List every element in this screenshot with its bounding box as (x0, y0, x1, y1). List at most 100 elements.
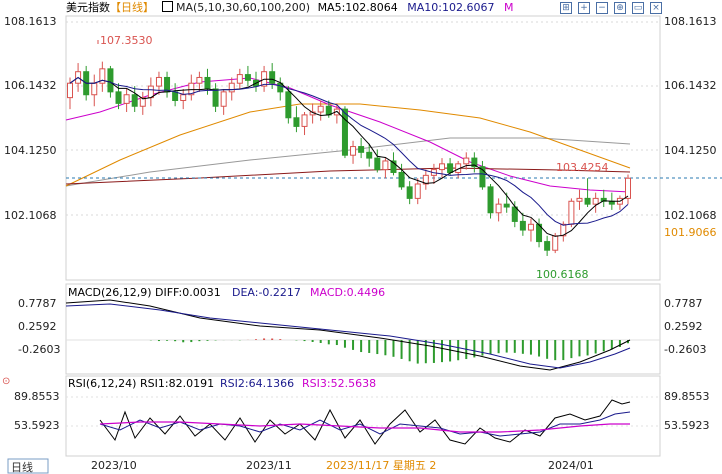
candle-body (439, 163, 445, 171)
price-tick-right-4: 102.1068 (664, 209, 717, 222)
candle-body (269, 71, 276, 84)
macd-value: MACD:0.4496 (310, 286, 385, 299)
candle-body (471, 157, 478, 168)
ma10-line (69, 76, 629, 226)
macd-panel-border (65, 283, 661, 375)
symbol-title: 美元指数 (66, 1, 110, 14)
rsi-tick-right-2: 53.5923 (664, 419, 710, 432)
ma5-value: MA5:102.8064 (317, 1, 398, 14)
price-tick-left-2: 106.1432 (4, 79, 57, 92)
date-label-3: 2023/11/17 星期五 2 (326, 459, 436, 472)
candle-body (374, 157, 381, 171)
date-label-1: 2023/10 (91, 459, 137, 472)
rsi-settings-icon[interactable]: ⊙ (2, 376, 10, 387)
ma100-line (65, 103, 631, 187)
period-badge[interactable] (7, 458, 49, 474)
candle-body (350, 146, 357, 156)
candle-body (172, 91, 179, 101)
rsi-panel-border (65, 375, 661, 457)
rsi-legend: RSI(6,12,24) RSI1:82.0191 RSI2:64.1366 R… (68, 377, 376, 390)
candle-body (325, 105, 332, 116)
rsi1-line (99, 399, 631, 445)
candle-body (479, 166, 486, 188)
candle-body (447, 163, 454, 173)
candle-body (495, 203, 502, 214)
candle-body (568, 200, 575, 225)
candle-body (67, 82, 73, 99)
grid-icon[interactable]: ⊞ (560, 2, 572, 14)
candle-body (131, 94, 138, 107)
macd-histogram (149, 338, 629, 364)
candle-body (180, 94, 187, 101)
candle-body (212, 88, 219, 107)
ma-more-link[interactable]: M (504, 1, 514, 14)
rsi-tick-right-1: 89.8553 (664, 390, 710, 403)
macd-tick-left-2: 0.2592 (18, 320, 57, 333)
toolbar: ⊞ + − ⊕ ▭ × (560, 0, 662, 16)
macd-legend: MACD(26,12,9) DIFF:0.0031 DEA:-0.2217 MA… (68, 286, 385, 299)
candle-body (115, 91, 122, 104)
macd-dea: DEA:-0.2217 (232, 286, 301, 299)
candle-body (544, 241, 551, 251)
candle-body (406, 186, 413, 199)
rsi2-line (99, 411, 631, 437)
candle-body (414, 183, 421, 199)
macd-tick-right-1: 0.7787 (664, 297, 703, 310)
price-tick-right-2: 106.1432 (664, 79, 717, 92)
candle-body (285, 91, 292, 119)
macd-tick-left-3: -0.2603 (18, 343, 60, 356)
ma10-value: MA10:102.6067 (407, 1, 495, 14)
price-extra-label: 101.9066 (664, 226, 717, 239)
macd-dea-line (65, 303, 631, 369)
price-tick-right-1: 108.1613 (664, 15, 717, 28)
crosshair-icon[interactable]: + (578, 2, 590, 14)
close-icon[interactable]: × (650, 2, 662, 14)
candle-body (560, 223, 567, 237)
candlestick-series (67, 61, 631, 256)
date-label-2: 2023/11 (246, 459, 292, 472)
period-label[interactable]: 【日线】 (110, 1, 154, 14)
candle-body (422, 174, 429, 185)
candle-body (358, 146, 365, 153)
candle-body (293, 117, 300, 127)
candle-body (155, 76, 162, 87)
candle-body (228, 82, 235, 93)
price-tick-left-1: 108.1613 (4, 15, 57, 28)
macd-tick-right-3: -0.2603 (664, 343, 706, 356)
low-annotation: 100.6168 (536, 268, 589, 281)
period-badge-label: 日线 (11, 460, 33, 474)
candle-body (196, 76, 203, 84)
candle-body (188, 82, 195, 96)
candle-body (236, 74, 243, 84)
rsi1-value: RSI1:82.0191 (140, 377, 214, 390)
zoom-out-icon[interactable]: − (596, 2, 608, 14)
candle-body (463, 157, 470, 165)
candle-body (366, 151, 373, 159)
candle-body (487, 186, 494, 214)
macd-tick-left-1: 0.7787 (18, 297, 57, 310)
macd-label: MACD(26,12,9) (68, 286, 152, 299)
ma-long-line (65, 167, 631, 185)
high-annotation: 107.3530 (100, 34, 153, 47)
zoom-in-icon[interactable]: ⊕ (614, 2, 626, 14)
price-panel-border (65, 15, 661, 281)
candle-body (99, 68, 106, 84)
candle-body (390, 160, 397, 173)
candle-body (503, 203, 510, 208)
ma-label[interactable]: MA(5,10,30,60,100,200) (176, 1, 311, 14)
price-tick-left-4: 102.1068 (4, 209, 57, 222)
ma5-line (69, 76, 629, 237)
expand-icon[interactable]: ▭ (632, 2, 644, 14)
macd-diff: DIFF:0.0031 (155, 286, 221, 299)
macd-diff-line (65, 299, 631, 371)
candle-body (625, 177, 631, 199)
candle-body (398, 171, 405, 188)
candle-body (139, 97, 146, 107)
candle-body (584, 197, 591, 205)
candle-body (107, 68, 114, 93)
candle-body (592, 197, 599, 205)
rsi3-line (99, 421, 630, 433)
price-tick-left-3: 104.1250 (4, 144, 57, 157)
candle-body (301, 114, 308, 127)
